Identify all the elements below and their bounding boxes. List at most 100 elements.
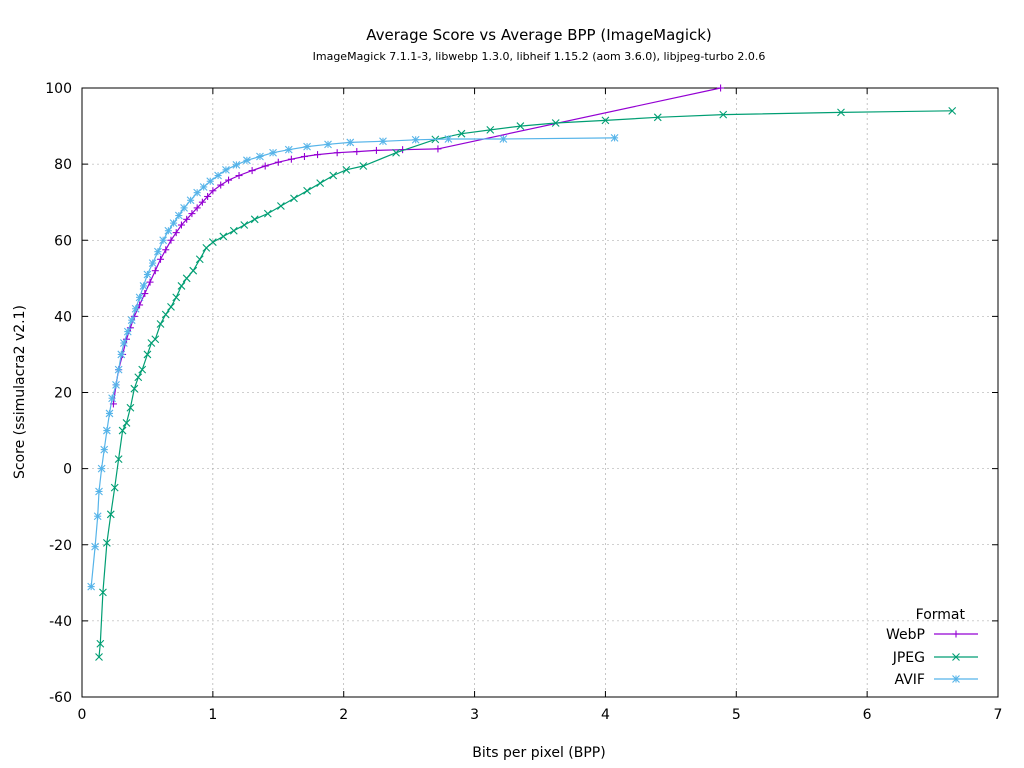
data-point-avif <box>131 304 140 313</box>
data-point-avif <box>108 394 116 403</box>
data-point-jpeg <box>130 384 139 393</box>
data-point-webp <box>717 84 725 92</box>
data-point-jpeg <box>719 110 728 119</box>
data-point-avif <box>100 445 109 454</box>
data-point-webp <box>198 198 206 206</box>
data-point-jpeg <box>172 293 181 302</box>
data-point-avif <box>186 196 195 205</box>
series-line-avif <box>90 137 615 587</box>
data-point-webp <box>314 151 322 159</box>
y-tick-label: 60 <box>54 233 72 249</box>
data-point-jpeg <box>156 320 165 328</box>
series-jpeg <box>95 106 957 661</box>
data-point-jpeg <box>392 148 400 157</box>
data-point-jpeg <box>290 194 298 203</box>
data-point-jpeg <box>106 510 115 519</box>
data-point-jpeg <box>837 108 845 117</box>
data-point-jpeg <box>250 215 259 224</box>
chart-title: Average Score vs Average BPP (ImageMagic… <box>366 26 712 44</box>
legend-item-avif: AVIF <box>895 672 978 688</box>
y-tick-label: 80 <box>54 157 72 173</box>
data-point-avif <box>93 512 102 521</box>
data-point-webp <box>353 148 361 156</box>
y-tick-label: 40 <box>54 309 72 325</box>
data-point-jpeg <box>263 209 272 218</box>
data-point-jpeg <box>114 455 123 463</box>
data-point-jpeg <box>134 373 143 382</box>
data-point-jpeg <box>229 226 238 235</box>
data-point-avif <box>169 219 178 228</box>
data-point-avif <box>346 138 355 147</box>
data-point-jpeg <box>177 282 186 290</box>
data-point-avif <box>135 293 144 302</box>
x-tick-label: 0 <box>78 707 87 723</box>
data-point-jpeg <box>102 538 111 547</box>
data-point-avif <box>206 177 215 186</box>
y-tick-label: -60 <box>49 690 72 706</box>
data-point-webp <box>146 278 154 286</box>
y-tick-label: 100 <box>45 81 72 97</box>
data-point-jpeg <box>240 221 249 229</box>
data-point-jpeg <box>208 238 217 247</box>
legend-label: JPEG <box>892 650 925 666</box>
series-layer <box>87 84 957 661</box>
data-point-avif <box>256 152 264 161</box>
data-point-webp <box>172 229 180 237</box>
x-axis-label: Bits per pixel (BPP) <box>472 745 605 761</box>
data-point-avif <box>242 156 251 165</box>
data-point-jpeg <box>138 365 147 374</box>
data-point-jpeg <box>143 350 152 359</box>
data-point-jpeg <box>151 335 160 344</box>
data-point-jpeg <box>601 116 610 125</box>
data-point-webp <box>372 146 380 154</box>
data-point-jpeg <box>516 122 525 130</box>
data-point-avif <box>143 270 152 279</box>
grid <box>82 88 998 697</box>
series-webp <box>109 84 725 408</box>
data-point-avif <box>105 409 114 418</box>
data-point-avif <box>214 171 222 180</box>
data-point-avif <box>123 327 132 336</box>
plot-frame <box>81 87 999 698</box>
data-point-webp <box>167 236 175 244</box>
data-point-avif <box>610 133 619 142</box>
data-point-avif <box>199 183 208 191</box>
legend-item-webp: WebP <box>886 627 978 643</box>
y-tick-label: -40 <box>49 614 72 630</box>
y-axis-label: Score (ssimulacra2 v2.1) <box>12 305 28 479</box>
x-tick-label: 2 <box>339 707 348 723</box>
x-tick-label: 7 <box>994 707 1003 723</box>
data-point-webp <box>193 204 201 212</box>
data-point-jpeg <box>329 171 338 180</box>
data-point-webp <box>333 149 341 157</box>
y-tick-label: 0 <box>63 462 72 478</box>
data-point-webp <box>204 192 212 200</box>
data-point-avif <box>379 137 387 146</box>
legend-title: Format <box>916 607 966 623</box>
data-point-jpeg <box>303 186 311 195</box>
legend-label: AVIF <box>895 672 925 688</box>
data-point-avif <box>284 145 293 154</box>
data-point-avif <box>180 204 188 212</box>
legend-marker-webp <box>952 630 960 638</box>
data-point-jpeg <box>195 255 204 264</box>
data-point-avif <box>303 142 311 151</box>
x-tick-label: 3 <box>470 707 479 723</box>
data-point-avif <box>117 350 126 359</box>
data-point-avif <box>91 542 99 551</box>
axis-ticks: 0 1 2 3 4 5 6 7 -60 -40 -20 0 20 40 60 80 100 <box>45 81 1002 723</box>
data-point-jpeg <box>189 266 198 275</box>
data-point-jpeg <box>219 232 228 241</box>
data-point-avif <box>499 135 508 143</box>
data-point-webp <box>287 155 295 163</box>
data-point-avif <box>154 247 162 256</box>
data-point-avif <box>159 236 168 245</box>
data-point-avif <box>102 426 111 435</box>
data-point-avif <box>174 211 183 220</box>
data-point-avif <box>95 487 103 496</box>
data-point-webp <box>225 176 233 184</box>
data-point-avif <box>411 135 420 144</box>
data-point-avif <box>222 165 230 174</box>
data-point-avif <box>444 135 453 143</box>
